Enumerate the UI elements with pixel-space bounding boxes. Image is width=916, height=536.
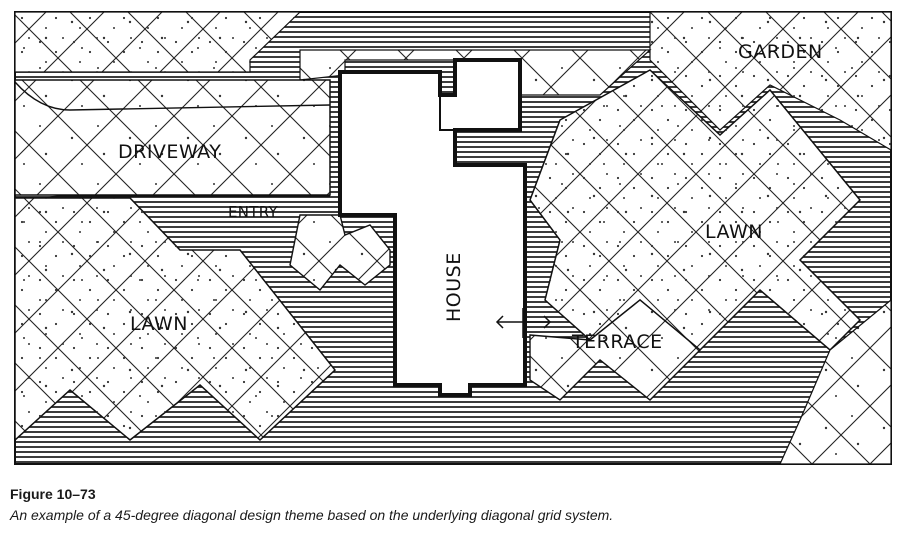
- figure-caption: An example of a 45-degree diagonal desig…: [10, 507, 614, 523]
- garden-label: GARDEN: [738, 41, 823, 63]
- house-label: HOUSE: [443, 252, 465, 322]
- site-plan-diagram: GARDEN DRIVEWAY ENTRY LAWN LAWN HOUSE TE…: [14, 11, 892, 465]
- figure-label: Figure 10–73: [10, 486, 96, 502]
- entry-walk: [289, 214, 391, 291]
- driveway-label: DRIVEWAY: [118, 141, 221, 163]
- terrace-label: TERRACE: [571, 331, 663, 353]
- terrace: [529, 299, 702, 401]
- lawn-right-label: LAWN: [705, 221, 763, 243]
- bottom-right-planting: [779, 298, 892, 465]
- house: [338, 58, 527, 397]
- driveway: [14, 79, 331, 196]
- lawn-left-label: LAWN: [130, 313, 188, 335]
- entry-label: ENTRY: [228, 203, 279, 221]
- terrace-arrow-icon: [495, 308, 552, 338]
